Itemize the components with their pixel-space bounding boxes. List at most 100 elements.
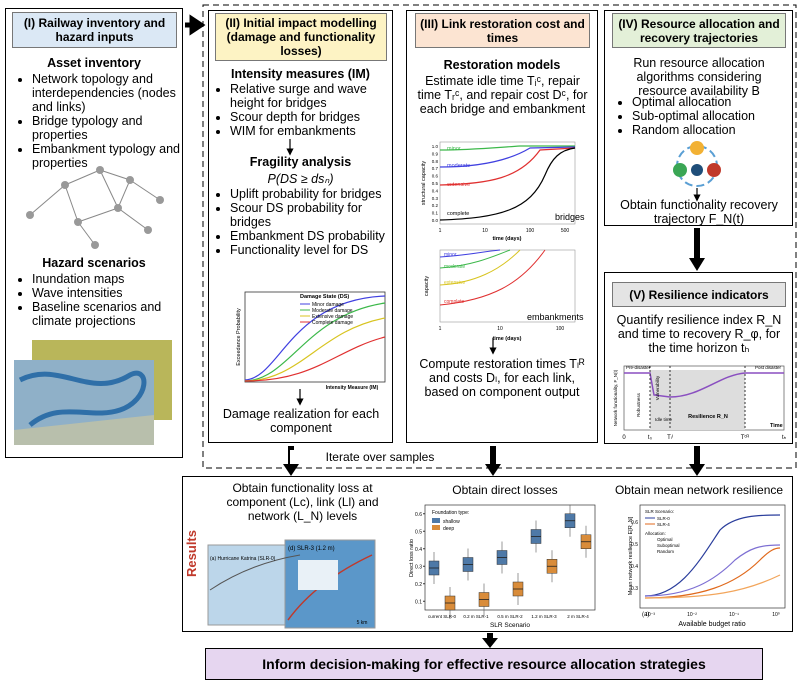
result-heading: Obtain functionality loss at component (… [226,481,379,523]
inset-label: Robustness [636,392,641,417]
inset-label: Available budget ratio [678,621,745,628]
bullet-item: Random allocation [632,123,792,137]
iterate-label: Iterate over samples [290,450,470,464]
description: Estimate idle time Tᵢᶜ, repair time Tᵣᶜ,… [417,74,588,116]
x-tick-label: 0.2 m SLR-1 [463,614,489,619]
section-heading: Intensity measures (IM) [231,67,370,81]
inset-label: 0.4 [631,564,638,570]
bullet-item: Network topology and interdependencies (… [32,72,182,114]
inset-label: SLR Scenario: [645,509,674,514]
section-heading: Hazard scenarios [42,256,146,270]
section-heading: Asset inventory [47,56,141,70]
mean-resilience-chart [639,504,786,609]
y-tick-label: 0.6 [415,512,422,518]
network-graph [26,166,164,249]
box-chart: 0.1 0.2 0.3 0.4 0.5 0.6 current SLR-0 0.2 m SLR… [409,504,596,629]
inset-label: Tₗᴵ [667,434,673,441]
inset-label: Exceedance Probability [236,308,242,366]
panel-title: (IV) Resource allocation and recovery tr… [612,13,786,48]
inset-label: Mean network resilience E[R_N] [628,516,634,595]
y-tick-label: 0.5 [415,529,422,535]
panel-allocation [604,10,793,226]
inset-label: Tᶜᴿ [741,434,750,441]
inset-label: 0.6 [631,520,638,526]
inset-label: minor [444,252,457,258]
inset-label: (a) Hurricane Katrina (SLR-0) [210,556,276,562]
x-tick-label: current SLR-0 [428,614,457,619]
inset-label: 0.3 [631,586,638,592]
inset-label: complete [447,211,469,217]
inset-label: 10⁰ [772,612,780,618]
inset-label: extensive [444,280,465,286]
inset-label: 5 km [357,620,368,626]
step-result: Damage realization for each component [222,407,380,435]
inset-label: 1 [439,326,442,332]
iteration-frame [202,4,797,469]
fragility-chart [244,291,386,383]
inset-label: 100 [526,228,535,234]
inset-label: capacity [424,276,430,296]
section-heading: Fragility analysis [249,155,352,169]
bullet-list: Optimal allocationSub-optimal allocation… [618,95,792,137]
inset-label: extensive [447,182,470,188]
step-result: Compute restoration times Tₗᴿ and costs … [419,357,585,399]
inset-label: (d) SLR-3 (1.2 m) [288,546,335,552]
inset-label: time (days) [492,236,521,242]
inset-label: SLR-4 [657,522,670,527]
inset-label: bridges [555,212,585,222]
bullet-item: Embankment DS probability [230,229,395,243]
x-label: SLR Scenario [490,622,530,629]
y-tick-label: 0.4 [415,547,422,553]
inset-label: Idle time [655,417,673,422]
inset-label: 0.6 [432,174,439,179]
inset-label: 10⁻¹ [729,612,739,618]
formula: P(DS ≥ dsₙ) [267,172,334,186]
result-heading: Obtain direct losses [452,483,558,497]
inset-label: embankments [527,312,584,322]
inset-label: Allocation: [645,531,666,536]
inset-label: Intensity Measure (IM) [326,385,379,391]
resource-icon [673,141,721,187]
x-tick-label: 1.2 m SLR-3 [531,614,557,619]
y-tick-label: 0.1 [415,599,422,605]
legend-swatch [432,525,440,530]
bridge-chart [439,141,576,225]
panel-title: (V) Resilience indicators [612,282,786,307]
inset-label: Complete damage [312,320,353,326]
inset-label: Suboptimal [657,543,680,548]
arrow [185,14,206,36]
inset-label: complete [444,299,465,305]
legend-swatch [432,518,440,523]
inset-label: Vulnerability [655,375,660,400]
legend-label: deep [443,526,454,532]
legend-label: shallow [443,519,460,525]
inset-label: Pre-disaster [626,365,651,370]
hazard-map [14,340,172,445]
bullet-item: Scour depth for bridges [230,110,395,124]
results-label: Results [184,530,199,577]
bullet-item: Sub-optimal allocation [632,109,792,123]
embankment-chart [439,249,576,323]
description: Run resource allocation algorithms consi… [633,56,765,98]
inset-label: 500 [561,228,570,234]
resilience-chart [623,365,785,431]
result-maps [207,539,376,629]
x-tick-label: 2 m SLR-4 [567,614,589,619]
y-label: Direct loss ratio [409,539,415,577]
inset-label: tₕ [782,435,787,441]
inset-label: 10 [482,228,488,234]
panel-inputs [5,8,183,458]
inset-label: Post disaster [755,365,782,370]
inset-label: 10 [497,326,503,332]
bullet-item: Uplift probability for bridges [230,187,395,201]
panel-resilience [604,272,793,444]
inset-label: Optimal [657,537,673,542]
panel-title: (I) Railway inventory and hazard inputs [12,12,177,48]
inset-label: 0.5 [432,181,439,186]
inset-label: 0.7 [432,166,439,171]
inset-label: 0.4 [432,188,439,193]
panel-title: (III) Link restoration cost and times [415,13,590,48]
panel-title: (II) Initial impact modelling (damage an… [215,13,387,61]
